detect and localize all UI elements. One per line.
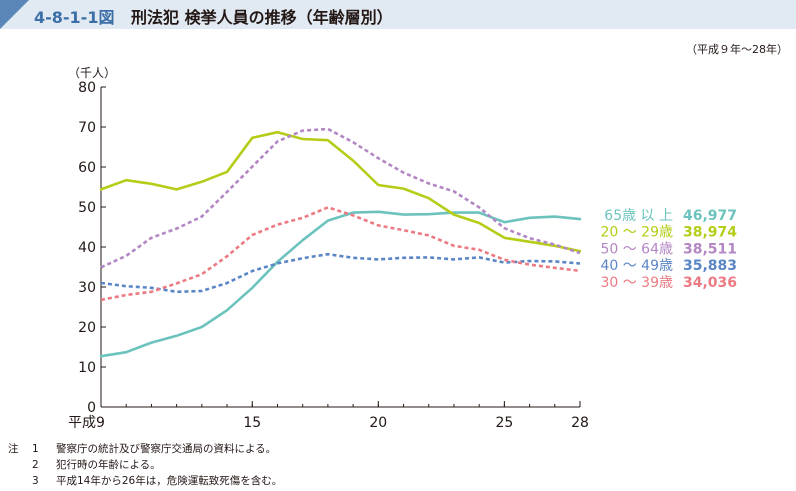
note-row: 3 平成14年から26年は，危険運転致死傷を含む。 (8, 473, 282, 489)
series-line (100, 127, 581, 269)
y-tick-label: 50 (78, 200, 96, 216)
note-number: 2 (32, 459, 39, 471)
legend-latest-value: 38,511 (683, 241, 737, 257)
figure-header-band (0, 0, 796, 29)
y-tick-label: 80 (78, 80, 96, 96)
y-tick-label: 30 (78, 280, 96, 296)
y-tick-label: 10 (78, 360, 96, 376)
y-tick-label: 70 (78, 120, 96, 136)
note-text: 警察庁の統計及び警察庁交通局の資料による。 (56, 443, 277, 455)
notes-label: 注 (8, 443, 19, 455)
x-tick-label: 平成9 (68, 415, 105, 431)
y-tick-label: 40 (78, 240, 96, 256)
figure-number: 4-8-1-1図 (34, 8, 115, 27)
notes-block: 注 1 警察庁の統計及び警察庁交通局の資料による。 2 犯行時の年齢による。 3 平成1… (8, 441, 282, 489)
figure-title: 刑法犯 検挙人員の推移（年齢層別） (131, 8, 393, 27)
x-tick-label: 28 (571, 415, 589, 431)
period-note: （平成９年～28年） (686, 43, 788, 56)
legend-latest-value: 38,974 (683, 225, 737, 241)
legend-series-name: 40 ～ 49歳 (600, 258, 673, 274)
y-axis-label: （千人） (68, 66, 116, 80)
legend-series-name: 65歳 以 上 (604, 208, 673, 224)
series-line (100, 206, 581, 302)
note-row: 2 犯行時の年齢による。 (8, 457, 282, 473)
y-tick-label: 0 (87, 400, 96, 416)
series-line (100, 252, 581, 294)
series-line (99, 130, 582, 253)
x-tick-label: 25 (495, 415, 513, 431)
legend-series-name: 20 ～ 29歳 (600, 225, 673, 241)
chart-legend: 65歳 以 上 46,977 20 ～ 29歳 38,974 50 ～ 64歳 38,51… (600, 208, 737, 291)
legend-series-name: 50 ～ 64歳 (600, 241, 673, 257)
series-line (99, 210, 582, 358)
legend-latest-value: 34,036 (683, 275, 737, 291)
legend-latest-value: 35,883 (683, 258, 737, 274)
note-number: 3 (32, 475, 39, 487)
note-text: 平成14年から26年は，危険運転致死傷を含む。 (56, 475, 283, 487)
note-row: 注 1 警察庁の統計及び警察庁交通局の資料による。 (8, 441, 282, 457)
y-tick-label: 60 (78, 160, 96, 176)
y-tick-label: 20 (78, 320, 96, 336)
note-number: 1 (32, 443, 39, 455)
x-tick-label: 20 (369, 415, 387, 431)
legend-latest-value: 46,977 (683, 208, 737, 224)
header-accent-triangle (0, 0, 29, 29)
x-tick-label: 15 (243, 415, 261, 431)
legend-series-name: 30 ～ 39歳 (600, 275, 673, 291)
chart-axes: 0 10 20 30 40 50 60 70 80 平成9 15 20 25 28 (68, 80, 589, 431)
series-lines (99, 127, 582, 358)
note-text: 犯行時の年齢による。 (56, 459, 161, 471)
